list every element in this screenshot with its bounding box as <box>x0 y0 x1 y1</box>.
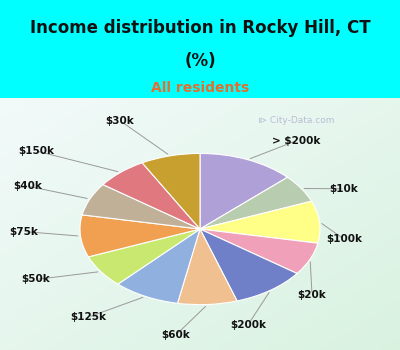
Text: $75k: $75k <box>10 226 38 237</box>
Text: $125k: $125k <box>70 312 106 322</box>
Text: $60k: $60k <box>162 330 190 340</box>
Wedge shape <box>82 184 200 229</box>
Text: $100k: $100k <box>326 234 362 244</box>
Wedge shape <box>178 229 237 304</box>
Wedge shape <box>118 229 200 303</box>
Text: > $200k: > $200k <box>272 136 320 146</box>
Wedge shape <box>80 215 200 257</box>
Wedge shape <box>200 229 297 301</box>
Text: $20k: $20k <box>298 289 326 300</box>
Text: All residents: All residents <box>151 80 249 94</box>
Text: $200k: $200k <box>230 320 266 330</box>
Wedge shape <box>142 153 200 229</box>
Text: $10k: $10k <box>330 184 358 194</box>
Text: Income distribution in Rocky Hill, CT: Income distribution in Rocky Hill, CT <box>30 19 370 37</box>
Wedge shape <box>200 229 318 273</box>
Wedge shape <box>200 201 320 243</box>
Wedge shape <box>200 153 288 229</box>
Wedge shape <box>103 163 200 229</box>
Wedge shape <box>88 229 200 284</box>
Text: $50k: $50k <box>22 274 50 285</box>
Text: $30k: $30k <box>106 116 134 126</box>
Text: ⧐ City-Data.com: ⧐ City-Data.com <box>258 116 334 125</box>
Text: $40k: $40k <box>14 181 42 191</box>
Wedge shape <box>200 177 312 229</box>
Text: (%): (%) <box>184 52 216 70</box>
Text: $150k: $150k <box>18 146 54 156</box>
